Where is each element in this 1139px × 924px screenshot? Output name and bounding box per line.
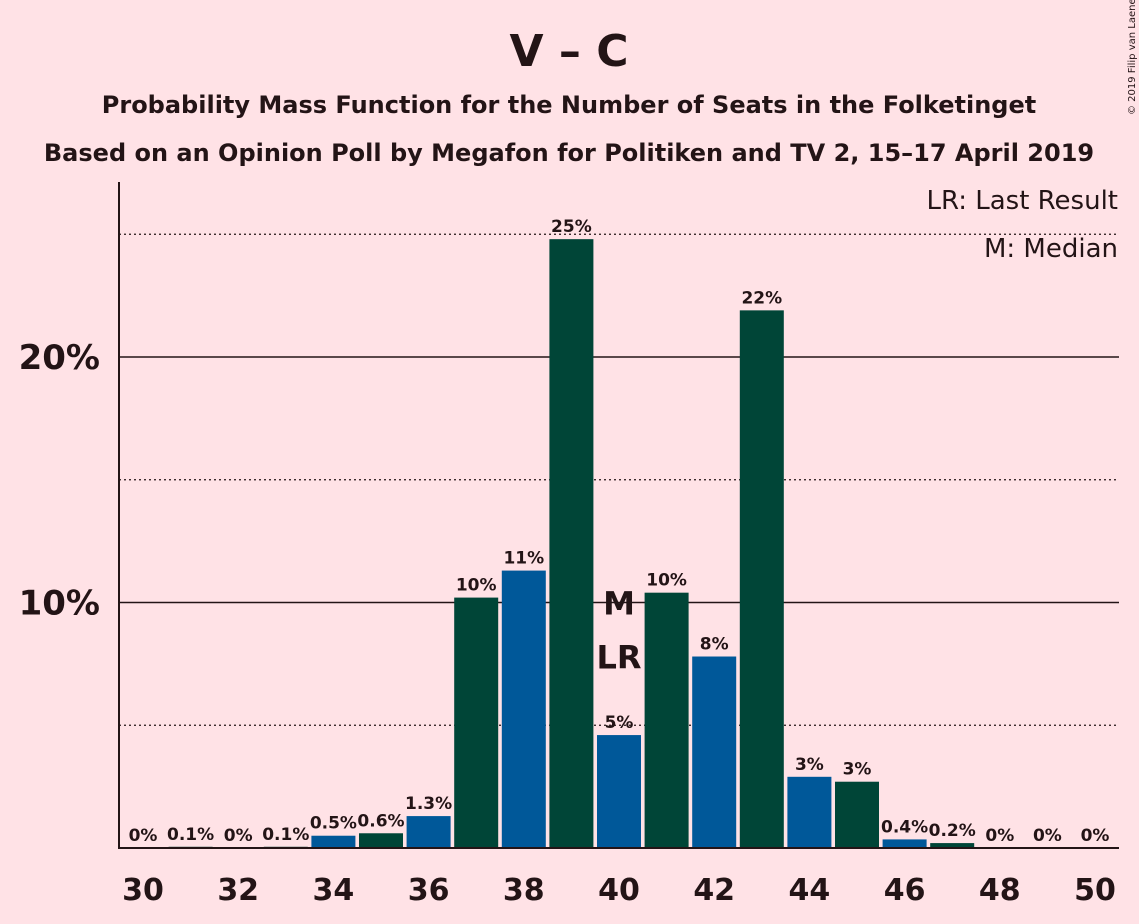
median-marker: M (603, 585, 635, 623)
chart-title: V – C (510, 26, 629, 77)
chart-subtitle-2: Based on an Opinion Poll by Megafon for … (44, 139, 1094, 167)
x-tick-label: 36 (408, 873, 450, 908)
bar-seat-43 (739, 310, 784, 849)
x-tick-label: 34 (313, 873, 355, 908)
x-tick-label: 30 (122, 873, 164, 908)
x-tick-label: 44 (789, 873, 831, 908)
bar-label-seat-42: 8% (700, 635, 729, 655)
bar-label-seat-43: 22% (741, 288, 782, 308)
bar-seat-38 (501, 570, 546, 848)
bar-label-seat-36: 1.3% (405, 794, 452, 814)
y-tick-label: 10% (19, 584, 100, 624)
bar-label-seat-44: 3% (795, 755, 824, 775)
x-tick-label: 32 (217, 873, 259, 908)
last-result-marker: LR (596, 639, 641, 677)
copyright-notice: © 2019 Filip van Laenen (1127, 0, 1138, 115)
bar-seat-41 (644, 592, 689, 848)
bar-label-seat-50: 0% (1081, 826, 1110, 846)
bar-seat-37 (454, 597, 499, 848)
bar-label-seat-32: 0% (224, 826, 253, 846)
bar-labels: 0% 0.1% 0% 0.1%0.5% 0.6%1.3%10%11%25%5%10%8%… (129, 217, 1110, 846)
bars (168, 239, 975, 849)
x-tick-label: 50 (1074, 873, 1116, 908)
legend-median: M: Median (984, 234, 1118, 264)
bar-seat-34 (311, 835, 356, 848)
x-tick-label: 40 (598, 873, 640, 908)
y-tick-labels: 10% 20% (19, 338, 100, 624)
bar-seat-35 (359, 833, 403, 848)
x-tick-label: 48 (979, 873, 1021, 908)
bar-label-seat-33: 0.1% (262, 825, 309, 845)
bar-seat-36 (406, 816, 451, 848)
bar-label-seat-40: 5% (605, 713, 634, 733)
bar-seat-42 (692, 656, 737, 848)
bar-seat-46 (882, 839, 927, 848)
bar-label-seat-48: 0% (985, 826, 1014, 846)
bar-label-seat-39: 25% (551, 217, 592, 237)
x-tick-label: 42 (693, 873, 735, 908)
x-tick-labels: 30 32 34 36 38 40 42 44 46 48 50 (122, 873, 1116, 908)
bar-label-seat-45: 3% (843, 760, 872, 780)
x-tick-label: 46 (884, 873, 926, 908)
bar-seat-47 (930, 843, 975, 848)
legend-last-result: LR: Last Result (926, 186, 1118, 216)
bar-seat-39 (549, 239, 594, 848)
bar-seat-40 (597, 735, 641, 848)
markers: M LR (596, 585, 641, 677)
bar-label-seat-30: 0% (129, 826, 158, 846)
bar-label-seat-37: 10% (456, 576, 497, 596)
bar-label-seat-34: 0.5% (310, 814, 357, 834)
bar-seat-45 (835, 781, 879, 848)
bar-label-seat-41: 10% (646, 571, 687, 591)
bar-label-seat-38: 11% (503, 549, 544, 569)
bar-label-seat-46: 0.4% (881, 817, 928, 837)
y-tick-label: 20% (19, 338, 100, 378)
bar-label-seat-47: 0.2% (929, 821, 976, 841)
gridlines (119, 233, 1119, 726)
chart-subtitle: Probability Mass Function for the Number… (102, 91, 1036, 119)
x-tick-label: 38 (503, 873, 545, 908)
bar-label-seat-49: 0% (1033, 826, 1062, 846)
bar-label-seat-35: 0.6% (357, 811, 404, 831)
bar-label-seat-31: 0.1% (167, 825, 214, 845)
bar-seat-44 (787, 776, 832, 848)
